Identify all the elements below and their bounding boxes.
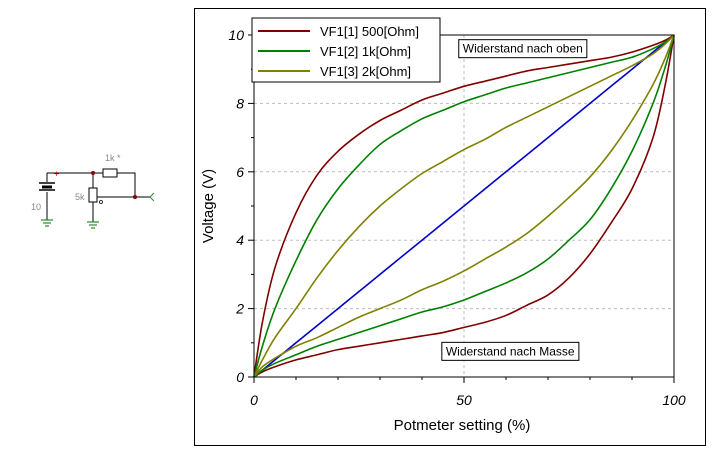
- x-tick-label: 0: [250, 392, 258, 408]
- legend-entry: VF1[2] 1k[Ohm]: [320, 44, 411, 59]
- annotation-label: Widerstand nach oben: [463, 42, 583, 56]
- battery-symbol: +: [39, 169, 59, 191]
- annotation-box: [441, 341, 580, 361]
- y-tick-label: 6: [236, 164, 244, 180]
- junction-dot: [91, 171, 95, 175]
- series-line-5: [253, 34, 675, 378]
- ground-icon: [41, 219, 53, 227]
- x-tick-label: 50: [456, 392, 472, 408]
- resistor-value: 1k *: [105, 153, 121, 163]
- series-lines: [253, 34, 675, 378]
- y-tick-label: 4: [236, 232, 244, 248]
- x-tick-label: 100: [662, 392, 686, 408]
- annotations: Widerstand nach oben Widerstand nach Mass…: [441, 39, 588, 361]
- y-tick-label: 0: [236, 369, 244, 385]
- y-axis-title: Voltage (V): [200, 169, 217, 243]
- x-axis-title: Potmeter setting (%): [394, 417, 531, 434]
- series-line-4: [253, 34, 675, 378]
- schematic-wire: [117, 172, 136, 197]
- battery-value: 10: [31, 202, 41, 212]
- annotation-label: Widerstand nach Masse: [446, 344, 575, 358]
- resistor-symbol: [102, 168, 118, 178]
- series-line-6: [253, 34, 675, 378]
- output-probe: [149, 192, 155, 202]
- svg-text:+: +: [54, 169, 59, 179]
- series-line-2: [253, 34, 675, 378]
- y-tick-label: 10: [228, 27, 244, 43]
- potentiometer-symbol: [88, 187, 98, 203]
- ground-icon: [87, 221, 99, 229]
- pot-value: 5k: [75, 192, 85, 202]
- legend-entry: VF1[1] 500[Ohm]: [320, 24, 419, 39]
- legend-entry: VF1[3] 2k[Ohm]: [320, 64, 411, 79]
- y-tick-label: 8: [236, 95, 244, 111]
- series-line-0: [253, 34, 675, 378]
- annotation-box: [458, 39, 588, 59]
- circuit-schematic: + 10 1k * 5k: [25, 150, 165, 240]
- junction-dot: [133, 195, 137, 199]
- legend: VF1[1] 500[Ohm] VF1[2] 1k[Ohm] VF1[3] 2k[O…: [251, 17, 441, 83]
- y-tick-label: 2: [235, 301, 244, 317]
- series-line-3: [253, 34, 675, 378]
- series-line-1: [253, 34, 675, 378]
- pot-dot: [99, 200, 103, 204]
